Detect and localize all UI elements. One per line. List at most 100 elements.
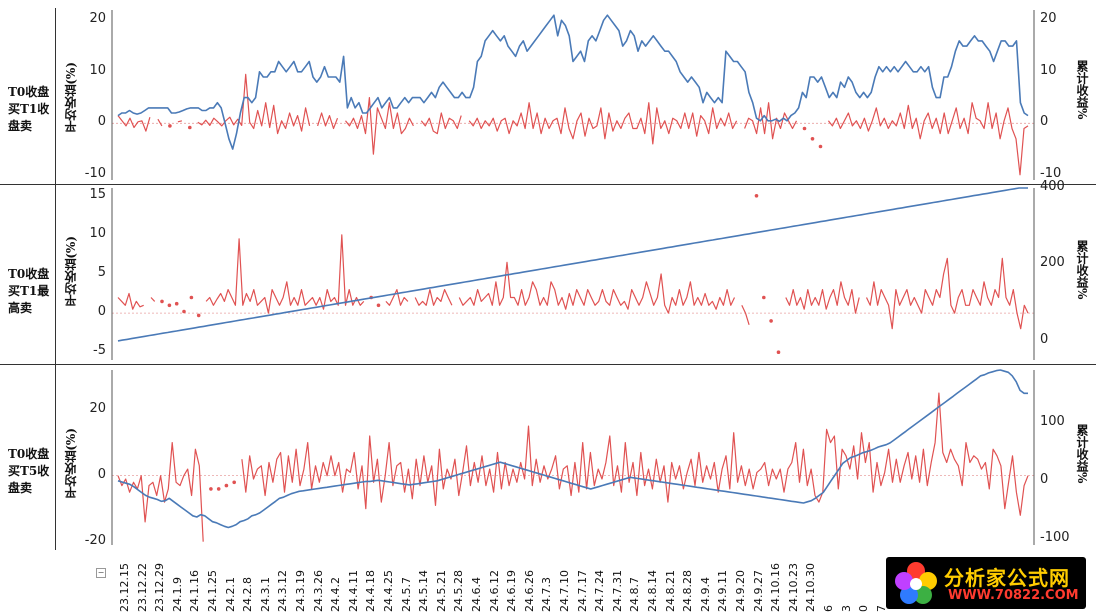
xtick-35: 24.9.20 [734, 570, 747, 612]
xtick-15: 24.4.25 [382, 570, 395, 612]
ytick-left-2-0: -5 [93, 343, 106, 359]
xtick-18: 24.5.21 [434, 570, 448, 612]
panel-divider-2 [0, 364, 1096, 365]
xtick-12: 24.4.2 [329, 577, 343, 612]
xtick-9: 24.3.12 [276, 570, 290, 612]
series-dot-2-0-174 [754, 194, 759, 198]
series-dot-2-0-180 [776, 350, 781, 355]
series-line-1-cum [117, 14, 1029, 150]
xtick-32: 24.8.28 [681, 570, 695, 612]
panel-label-2: T0收盘买T1最高卖 [8, 267, 50, 315]
series-dot-1-0-172 [802, 126, 807, 131]
xtick-40: 6 [822, 605, 835, 612]
series-dot-2-0-16 [174, 301, 179, 306]
ytick-right-1-0: -10 [1040, 165, 1062, 181]
series-dot-1-0-174 [810, 137, 815, 141]
xtick-33: 24.9.4 [698, 577, 712, 612]
series-line-3-cum [117, 369, 1028, 529]
ytick-left-3-2: 20 [89, 400, 106, 416]
xtick-0: 23.12.15 [118, 563, 131, 612]
ytick-left-1-3: 20 [89, 11, 106, 27]
logo-url: WWW.70822.COM [948, 588, 1079, 603]
panel-label-1: T0收盘买T1收盘卖 [8, 85, 50, 133]
xtick-31: 24.8.21 [663, 570, 677, 612]
logo-text: 分析家公式网 [944, 566, 1070, 590]
xtick-30: 24.8.14 [646, 570, 659, 612]
ytick-left-3-1: 0 [97, 466, 106, 482]
series-dot-3-0-24 [209, 487, 213, 491]
panel-label-3: T0收盘买T5收盘卖 [8, 447, 50, 495]
series-dot-3-0-30 [232, 480, 236, 485]
label-column-divider [55, 8, 56, 550]
xtick-2: 23.12.29 [153, 563, 167, 612]
xtick-23: 24.6.26 [522, 570, 536, 612]
flower-icon [895, 562, 937, 604]
ylabel-right-3: 累计收益% [1075, 424, 1089, 484]
xtick-37: 24.10.16 [769, 563, 783, 612]
xtick-39: 24.10.30 [804, 563, 818, 612]
ytick-left-1-1: 0 [97, 114, 106, 130]
ytick-left-3-0: -20 [84, 532, 106, 548]
xtick-19: 24.5.28 [452, 570, 466, 612]
series-line-2-cum [117, 187, 1028, 342]
series-dot-1-0-176 [818, 144, 823, 149]
xtick-27: 24.7.24 [593, 570, 607, 612]
panel-divider-1 [0, 184, 1096, 185]
series-dot-3-0-28 [224, 483, 229, 488]
xtick-4: 24.1.16 [188, 570, 202, 612]
ytick-left-1-2: 10 [89, 62, 106, 78]
ytick-left-2-4: 15 [89, 186, 106, 202]
xtick-17: 24.5.14 [417, 570, 431, 612]
ylabel-right-1: 累计收益% [1075, 60, 1089, 120]
brand-logo: 分析家公式网 WWW.70822.COM [886, 557, 1086, 609]
series-line-2-avg [117, 234, 1029, 330]
series-dot-2-0-178 [769, 319, 773, 323]
series-dot-2-0-71 [376, 303, 381, 308]
xtick-20: 24.6.4 [470, 577, 483, 612]
ytick-right-3-1: 0 [1040, 471, 1049, 487]
ytick-right-3-2: 100 [1040, 413, 1065, 429]
xtick-36: 24.9.27 [751, 570, 765, 612]
ylabel-right-2: 累计收益% [1075, 240, 1089, 300]
xtick-3: 24.1.9 [170, 577, 184, 612]
ytick-left-2-3: 10 [89, 225, 106, 241]
xtick-26: 24.7.17 [575, 570, 589, 612]
ytick-right-1-2: 10 [1040, 62, 1057, 78]
series-dot-1-0-13 [168, 124, 172, 128]
xtick-24: 24.7.3 [540, 577, 554, 612]
series-dot-2-0-20 [189, 295, 194, 300]
xtick-42: 0 [857, 605, 871, 612]
collapse-icon[interactable]: − [96, 568, 106, 578]
xtick-5: 24.1.25 [206, 570, 219, 612]
ytick-left-2-1: 0 [97, 304, 106, 320]
series-dot-2-0-176 [762, 295, 766, 300]
xtick-1: 23.12.22 [135, 563, 149, 612]
ytick-right-3-0: -100 [1040, 530, 1070, 546]
xtick-38: 24.10.23 [786, 563, 800, 612]
ytick-right-2-1: 200 [1040, 255, 1065, 271]
xtick-21: 24.6.12 [487, 570, 501, 612]
xtick-28: 24.7.31 [610, 570, 624, 612]
xtick-11: 24.3.26 [311, 570, 325, 612]
xtick-22: 24.6.19 [505, 570, 519, 612]
ytick-right-1-3: 20 [1040, 11, 1057, 27]
xtick-14: 24.4.18 [364, 570, 378, 612]
series-dot-2-0-14 [167, 303, 172, 308]
ytick-right-2-2: 400 [1040, 179, 1065, 194]
xtick-6: 24.2.1 [223, 577, 237, 612]
ytick-right-2-0: 0 [1040, 331, 1049, 347]
xtick-41: 3 [839, 605, 853, 612]
ytick-left-1-0: -10 [84, 165, 106, 181]
ytick-right-1-1: 0 [1040, 114, 1049, 130]
series-dot-1-0-18 [188, 125, 192, 130]
xtick-13: 24.4.11 [346, 570, 360, 612]
xtick-29: 24.8.7 [628, 577, 642, 612]
series-line-3-avg [117, 392, 1029, 542]
ytick-left-2-2: 5 [97, 265, 106, 280]
series-dot-2-0-22 [196, 313, 201, 318]
series-dot-2-0-18 [182, 309, 186, 314]
xtick-10: 24.3.19 [294, 570, 307, 612]
xtick-34: 24.9.11 [716, 570, 730, 612]
